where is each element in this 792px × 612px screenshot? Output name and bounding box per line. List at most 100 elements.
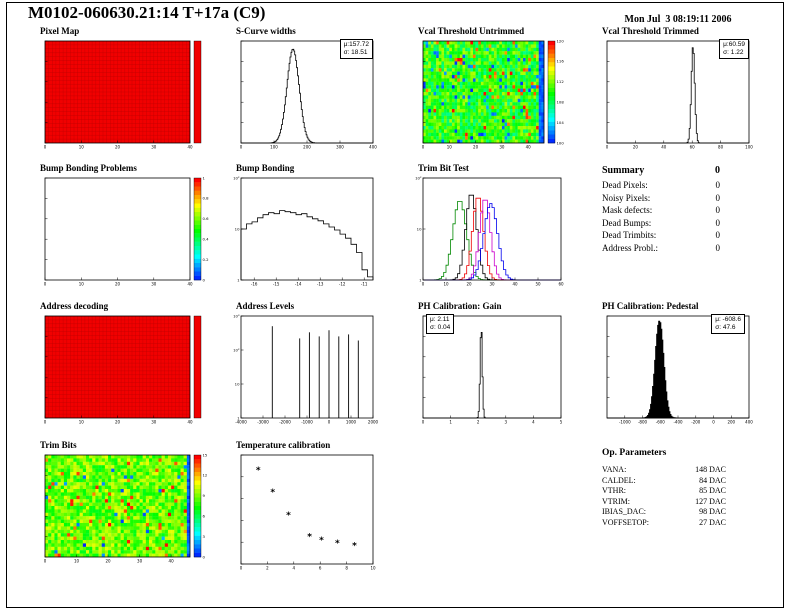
svg-text:-14: -14	[295, 282, 302, 287]
summary-row-value: 0	[715, 217, 721, 228]
bump-bonding-problems-heatmap: 0 10 20 30 40 1 0.8 0.6 0.4 0.2 0	[44, 175, 210, 287]
vcal-untrimmed-heatmap: 0 10 20 30 40 120 116 112 108 104 100	[422, 38, 565, 150]
ph-pedestal-title: PH Calibration: Pedestal	[602, 301, 699, 311]
stats-sigma: σ: 47.6	[715, 324, 736, 331]
scurve-widths-title: S-Curve widths	[236, 26, 296, 36]
svg-text:30: 30	[151, 145, 157, 150]
svg-text:3: 3	[203, 534, 206, 539]
svg-text:40: 40	[187, 282, 193, 287]
svg-text:20: 20	[115, 145, 121, 150]
vcal-untrimmed-title: Vcal Threshold Untrimmed	[418, 26, 525, 36]
trim-bit-test-title: Trim Bit Test	[418, 163, 469, 173]
svg-text:10: 10	[74, 559, 80, 564]
address-levels-histogram: -4000 -3000 -2000 -1000 0 1000 2000 10³ 10² 10 1	[233, 313, 378, 425]
svg-text:200: 200	[727, 420, 735, 425]
op-parameters-heading: Op. Parameters	[602, 448, 667, 458]
svg-text:-16: -16	[251, 282, 258, 287]
panel-ph-calibration-gain: PH Calibration: Gain 0 1 2 3 4 5 μ: 2.11 σ: 0…	[408, 301, 566, 428]
svg-text:0.4: 0.4	[203, 237, 210, 242]
op-parameter-row: CALDEL: 84 DAC	[602, 476, 726, 487]
summary-total: 0	[715, 165, 720, 176]
temperature-calibration-scatter: * * * * * * * 0 2 4 6 8 10	[240, 454, 376, 571]
trim-bit-test-histograms: 0 10 20 30 40 50 60 10² 10 1	[415, 175, 564, 287]
svg-text:30: 30	[489, 282, 495, 287]
panel-vcal-threshold-untrimmed: Vcal Threshold Untrimmed 0 10 20 30 40 120 116…	[408, 26, 566, 153]
summary-row: Dead Pixels: 0	[602, 179, 720, 192]
panel-ph-calibration-pedestal: PH Calibration: Pedestal -1000 -800 -600 -4…	[592, 301, 754, 428]
svg-text:0: 0	[422, 282, 425, 287]
temperature-calibration-title: Temperature calibration	[236, 440, 331, 450]
bump-bonding-problems-title: Bump Bonding Problems	[40, 163, 137, 173]
svg-text:2: 2	[477, 420, 480, 425]
summary-row: Mask defects: 0	[602, 204, 720, 217]
bump-bonding-histogram: -16 -15 -14 -13 -12 -11 10² 10 1	[233, 175, 374, 287]
svg-text:40: 40	[661, 145, 667, 150]
summary-row-value: 0	[715, 230, 721, 240]
op-parameter-row: IBIAS_DAC: 98 DAC	[602, 507, 726, 518]
op-parameter-row-value: 127 DAC	[695, 496, 726, 506]
svg-text:20: 20	[473, 145, 479, 150]
svg-text:0.2: 0.2	[203, 257, 210, 262]
svg-text:0: 0	[712, 420, 715, 425]
svg-text:*: *	[335, 539, 340, 549]
svg-text:-3000: -3000	[257, 420, 269, 425]
op-parameter-row-value: 27 DAC	[699, 517, 726, 527]
svg-text:1: 1	[237, 277, 240, 282]
svg-text:10: 10	[79, 282, 85, 287]
bump-bonding-title: Bump Bonding	[236, 163, 295, 173]
op-parameters-rows: VANA: 148 DAC CALDEL: 84 DAC VTHR: 85 DAC VTRI…	[602, 465, 726, 528]
svg-text:1: 1	[237, 415, 240, 420]
svg-text:1: 1	[449, 420, 452, 425]
svg-text:6: 6	[319, 566, 322, 571]
svg-text:-400: -400	[673, 420, 683, 425]
svg-text:40: 40	[169, 559, 175, 564]
svg-text:40: 40	[187, 145, 193, 150]
svg-text:10: 10	[370, 566, 376, 571]
svg-text:108: 108	[557, 100, 565, 105]
svg-text:30: 30	[151, 282, 157, 287]
op-parameter-row-value: 148 DAC	[695, 465, 726, 474]
svg-text:0: 0	[203, 554, 206, 559]
stats-mu: μ: -608.6	[715, 316, 741, 323]
svg-text:10: 10	[447, 145, 453, 150]
address-decoding-title: Address decoding	[40, 301, 109, 311]
svg-text:9: 9	[203, 493, 206, 498]
panel-scurve-widths: S-Curve widths 0 100 200 300 400 μ:157.72 σ:…	[226, 26, 378, 153]
svg-text:-1000: -1000	[619, 420, 631, 425]
summary-row-label: Mask defects:	[602, 205, 653, 215]
svg-text:40: 40	[526, 145, 532, 150]
svg-text:10: 10	[79, 145, 85, 150]
svg-text:2000: 2000	[368, 420, 378, 425]
summary-row-value: 0	[715, 180, 721, 190]
ph-gain-title: PH Calibration: Gain	[418, 301, 502, 311]
svg-text:1: 1	[203, 175, 206, 180]
pixel-map-heatmap: 0 10 20 30 40	[44, 40, 202, 150]
stats-mu: μ:157.72	[343, 41, 369, 48]
svg-text:20: 20	[115, 420, 121, 425]
svg-text:30: 30	[499, 145, 505, 150]
svg-text:*: *	[352, 541, 357, 551]
summary-row-label: Dead Bumps:	[602, 217, 652, 228]
svg-text:-800: -800	[638, 420, 648, 425]
summary-row: Dead Trimbits: 0	[602, 229, 720, 242]
svg-text:10: 10	[79, 420, 85, 425]
svg-text:50: 50	[535, 282, 541, 287]
svg-text:10²: 10²	[233, 347, 240, 352]
svg-text:*: *	[286, 511, 291, 521]
svg-text:116: 116	[557, 59, 565, 64]
summary-heading: Summary	[602, 165, 645, 176]
svg-text:100: 100	[557, 140, 565, 145]
svg-text:0: 0	[44, 145, 47, 150]
stats-mu: μ: 2.11	[430, 316, 450, 323]
summary-panel: Summary 0 Dead Pixels: 0 Noisy Pixels: 0 Mas…	[602, 165, 720, 254]
svg-text:20: 20	[115, 282, 121, 287]
svg-text:-2000: -2000	[279, 420, 291, 425]
panel-trim-bits: Trim Bits 0 10 20 30 40 15 12 9 6 3 0	[30, 440, 212, 567]
summary-rows: Dead Pixels: 0 Noisy Pixels: 0 Mask defects:…	[602, 179, 720, 254]
svg-text:0: 0	[422, 145, 425, 150]
op-parameter-row-label: VTRIM:	[602, 496, 630, 506]
svg-text:10: 10	[443, 282, 449, 287]
op-parameter-row: VTRIM: 127 DAC	[602, 497, 726, 508]
svg-text:1000: 1000	[346, 420, 357, 425]
